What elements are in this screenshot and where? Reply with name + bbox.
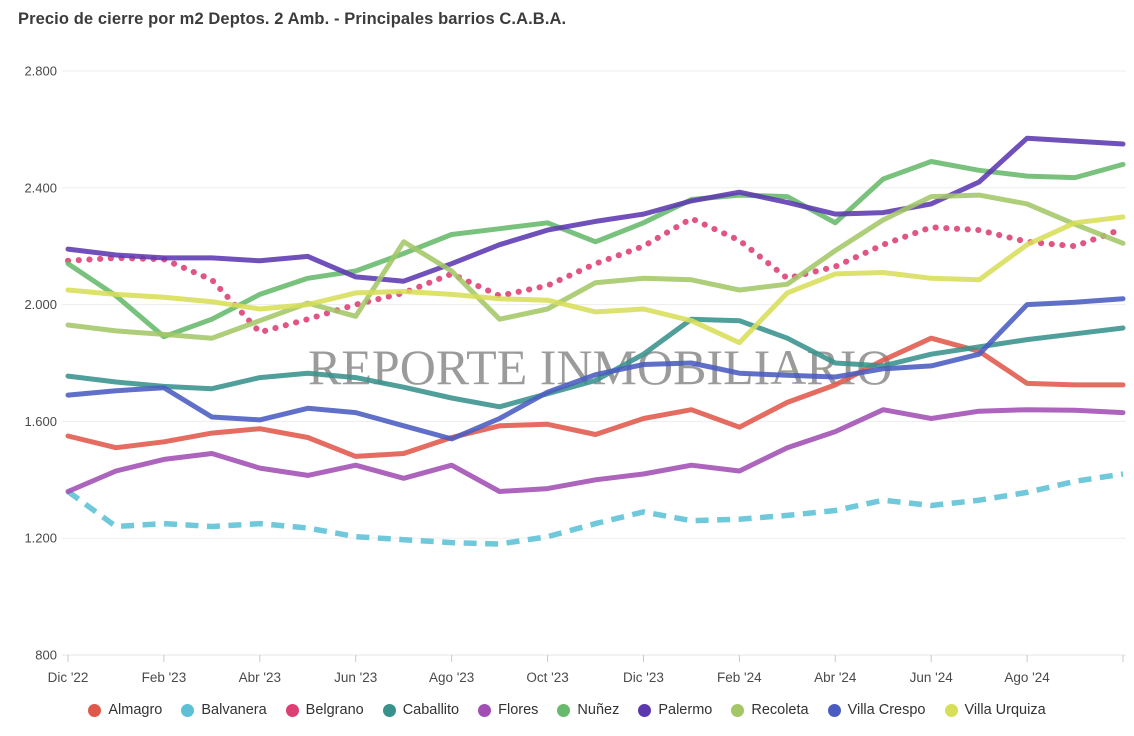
legend-label: Villa Crespo [847,702,926,718]
legend-label: Palermo [658,702,713,718]
x-axis-label: Jun '23 [334,670,377,685]
legend-item-nuñez[interactable]: Nuñez [557,702,619,718]
legend-label: Villa Urquiza [964,702,1046,718]
chart-legend: Almagro Balvanera Belgrano Caballito Flores N… [0,702,1134,718]
legend-item-flores[interactable]: Flores [478,702,538,718]
x-axis-label: Ago '24 [1004,670,1050,685]
x-axis-label: Feb '24 [717,670,762,685]
series-line-recoleta [65,192,1126,341]
legend-dot-icon [88,703,102,717]
series-line-almagro [65,335,1126,459]
y-axis-label-2000: 2.000 [24,297,57,312]
x-axis-label: Feb '23 [142,670,187,685]
legend-item-palermo[interactable]: Palermo [638,702,712,718]
x-axis-label: Abr '23 [239,670,281,685]
x-axis-label: Oct '23 [526,670,568,685]
y-axis-label-2400: 2.400 [24,180,57,195]
legend-item-recoleta[interactable]: Recoleta [731,702,809,718]
legend-dot-icon [285,703,299,717]
legend-label: Nuñez [577,702,620,718]
y-axis-label-1200: 1.200 [24,531,57,546]
series-line-caballito [65,316,1126,410]
y-axis-label-1600: 1.600 [24,414,57,429]
legend-dot-icon [944,703,958,717]
series-line-nuñez [65,159,1126,340]
x-axis-label: Dic '22 [48,670,89,685]
legend-dot-icon [181,703,195,717]
x-axis-label: Jun '24 [910,670,954,685]
legend-label: Flores [498,702,539,718]
legend-item-villa-urquiza[interactable]: Villa Urquiza [944,702,1046,718]
legend-item-almagro[interactable]: Almagro [88,702,162,718]
legend-dot-icon [731,703,745,717]
legend-dot-icon [557,703,571,717]
legend-item-belgrano[interactable]: Belgrano [285,702,364,718]
series-line-villa-crespo [65,296,1126,442]
series-line-belgrano [65,215,1126,336]
series-line-balvanera [66,471,1124,547]
y-axis-label-800: 800 [35,648,57,663]
y-axis-label-2800: 2.800 [24,64,57,79]
legend-label: Caballito [402,702,460,718]
x-axis-label: Ago '23 [429,670,474,685]
legend-dot-icon [478,703,492,717]
legend-item-caballito[interactable]: Caballito [382,702,460,718]
legend-item-balvanera[interactable]: Balvanera [181,702,267,718]
legend-dot-icon [382,703,396,717]
series-line-flores [65,407,1126,494]
legend-label: Belgrano [305,702,364,718]
legend-label: Almagro [108,702,163,718]
legend-label: Balvanera [201,702,267,718]
legend-dot-icon [638,703,652,717]
series-line-palermo [65,135,1126,284]
series-line-villa-urquiza [65,214,1126,346]
page-title: Precio de cierre por m2 Deptos. 2 Amb. -… [18,10,567,28]
legend-dot-icon [827,703,841,717]
x-axis-label: Abr '24 [814,670,857,685]
legend-label: Recoleta [751,702,809,718]
x-axis-label: Dic '23 [623,670,664,685]
legend-item-villa-crespo[interactable]: Villa Crespo [827,702,926,718]
